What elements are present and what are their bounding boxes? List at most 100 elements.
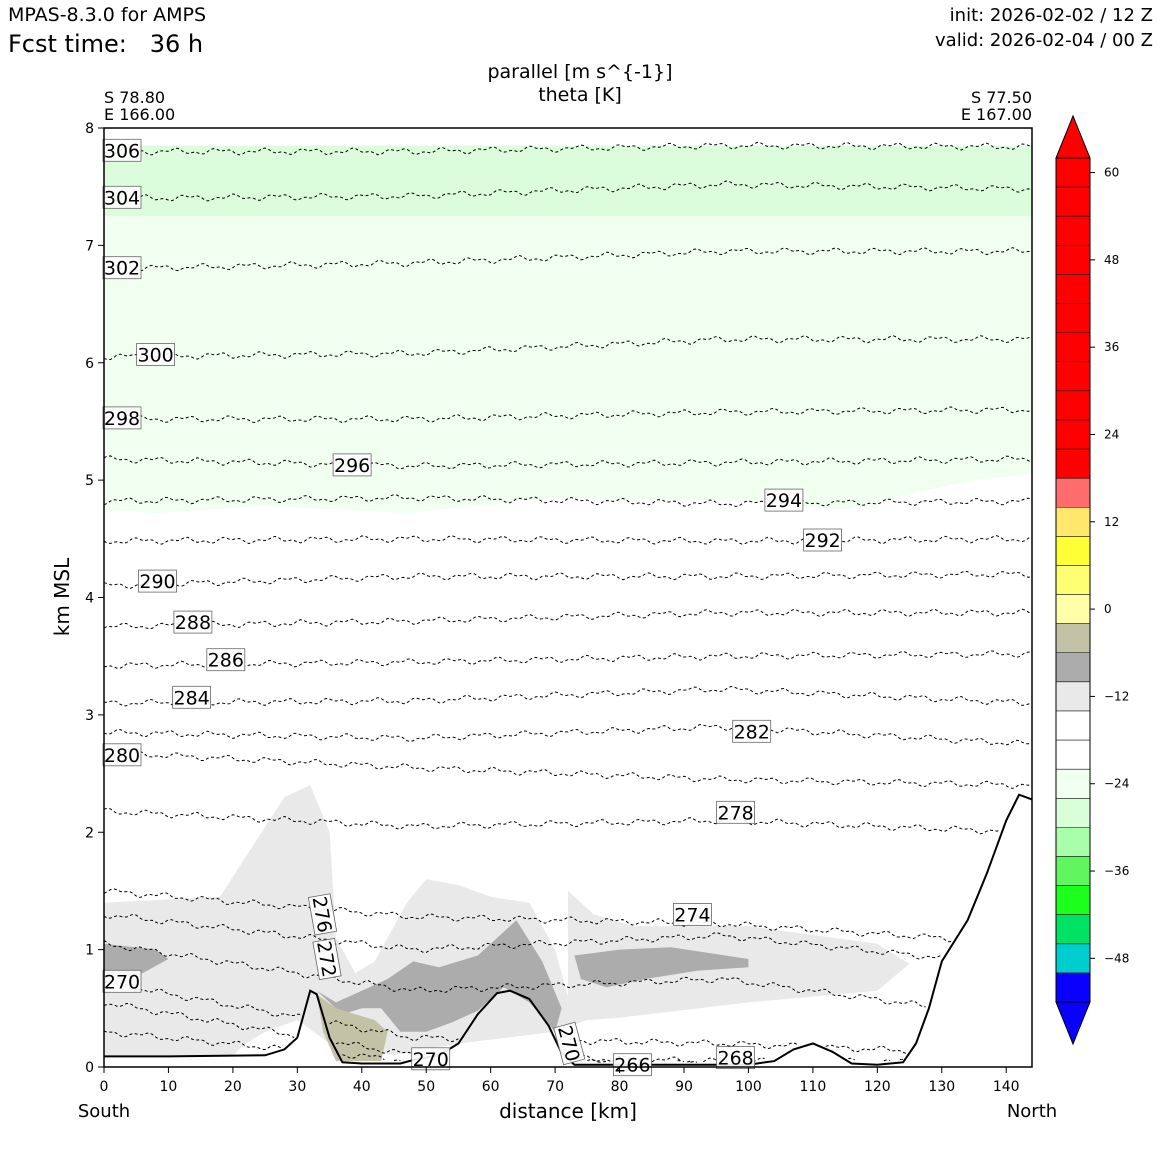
colorbar-tick-label--12: −12 (1104, 689, 1129, 703)
shaded-region-4-0 (316, 994, 388, 1062)
colorbar-bin--50 (1056, 943, 1090, 973)
contour-label-box (138, 569, 177, 593)
colorbar-bin--22 (1056, 740, 1090, 770)
colorbar-bin--54 (1056, 972, 1090, 1002)
y-tick-label-2: 2 (85, 825, 94, 841)
shaded-region-3-1 (316, 920, 562, 1032)
contour-label-text: 290 (139, 571, 175, 593)
forecast-time-value: 36 h (149, 30, 204, 58)
forecast-time: Fcst time: 36 h (8, 30, 203, 58)
terrain-line (104, 793, 1033, 1066)
theta-contour-284 (103, 685, 1032, 707)
colorbar-tick-label--36: −36 (1104, 864, 1129, 878)
left-end-longitude: E 166.00 (104, 105, 175, 124)
theta-contour-294 (103, 493, 1033, 507)
valid-time: valid: 2026-02-04 / 00 Z (935, 30, 1153, 51)
contour-label-text: 286 (208, 650, 244, 672)
colorbar-bin--18 (1056, 710, 1090, 741)
colorbar-tick-label--24: −24 (1104, 777, 1129, 791)
theta-contour-290 (103, 570, 1033, 590)
theta-contours (103, 141, 1033, 1062)
model-title: MPAS-8.3.0 for AMPS (8, 4, 207, 26)
theta-contour-270 (103, 980, 907, 1055)
colorbar-tick-label-48: 48 (1104, 253, 1119, 267)
y-axis-label: km MSL (50, 557, 74, 636)
x-tick-label-140: 140 (993, 1079, 1020, 1095)
contour-label-box (312, 937, 342, 981)
colorbar-tick-label--48: −48 (1104, 951, 1129, 965)
contour-label-box (613, 1053, 652, 1077)
colorbar-tick-label-60: 60 (1104, 166, 1119, 180)
contour-label-box (102, 185, 142, 209)
colorbar-bin--14 (1056, 681, 1090, 711)
colorbar-tick-label-12: 12 (1104, 515, 1119, 529)
y-tick-label-7: 7 (85, 238, 94, 254)
colorbar-tick-label-0: 0 (1104, 602, 1112, 616)
contour-label-text: 294 (766, 490, 802, 512)
colorbar-bin--42 (1056, 885, 1090, 915)
forecast-time-label: Fcst time: (8, 30, 127, 58)
contour-label-box (136, 343, 176, 366)
contour-label-text: 266 (614, 1055, 650, 1077)
colorbar-bin--10 (1056, 652, 1090, 682)
x-tick-label-80: 80 (611, 1079, 629, 1095)
colorbar-tick-label-36: 36 (1104, 340, 1119, 354)
contour-label-274-16: 274 (673, 903, 712, 926)
plot-area: 3063043023002982962942922902882862842822… (102, 127, 1033, 1077)
contour-label-306-0: 306 (102, 138, 142, 162)
right-end-longitude: E 167.00 (961, 105, 1032, 124)
theta-contour-296 (103, 455, 1033, 470)
colorbar-bin-10 (1056, 507, 1090, 537)
contour-label-box (172, 685, 212, 709)
colorbar-frame (1055, 157, 1091, 1003)
contour-label-270-20: 270 (553, 1021, 586, 1066)
contour-label-text: 306 (104, 140, 140, 162)
contour-label-280-13: 280 (102, 743, 142, 767)
contour-label-298-4: 298 (102, 406, 142, 430)
colorbar-bin-2 (1056, 565, 1090, 595)
x-tick-label-110: 110 (800, 1079, 827, 1095)
contour-label-296-5: 296 (332, 453, 372, 477)
contour-label-box (102, 969, 142, 993)
colorbar-bin--26 (1056, 769, 1090, 799)
contour-label-284-11: 284 (172, 685, 212, 709)
contour-label-box (102, 256, 142, 280)
colorbar-bin--38 (1056, 856, 1090, 886)
contour-label-300-3: 300 (136, 343, 176, 367)
contour-label-302-2: 302 (102, 256, 142, 280)
theta-contour-280 (103, 750, 1033, 789)
x-tick-label-120: 120 (864, 1079, 891, 1095)
contour-label-text: 304 (104, 187, 140, 209)
colorbar-bin--34 (1056, 827, 1090, 857)
contour-label-box (716, 800, 755, 824)
contour-label-box (102, 406, 142, 430)
colorbar-bin-18 (1056, 449, 1090, 479)
colorbar-bin-6 (1056, 536, 1090, 566)
theta-contour-300 (103, 335, 1033, 361)
contour-label-text: 298 (104, 408, 140, 430)
north-label: North (1007, 1101, 1057, 1122)
chart-title-line-2: theta [K] (538, 84, 622, 106)
theta-contour-274 (103, 913, 943, 960)
y-tick-label-5: 5 (85, 473, 94, 489)
contour-label-box (206, 648, 246, 672)
contour-label-text: 292 (804, 530, 840, 552)
theta-contour-292 (103, 535, 1033, 545)
contour-label-text: 288 (175, 612, 211, 634)
contour-label-text: 268 (717, 1048, 753, 1070)
x-tick-label-60: 60 (482, 1079, 500, 1095)
contour-label-text: 278 (717, 802, 753, 824)
y-tick-label-0: 0 (85, 1060, 94, 1076)
contour-label-text: 270 (104, 971, 140, 993)
contour-label-box (716, 1046, 755, 1069)
colorbar-bin--46 (1056, 914, 1090, 944)
y-axis: 0 1 2 3 4 5 6 7 8 (85, 121, 104, 1076)
colorbar-extend-min (1055, 1001, 1091, 1046)
contour-label-box (673, 903, 712, 926)
contour-label-box (732, 719, 772, 743)
colorbar-tick-label-24: 24 (1104, 427, 1119, 441)
contour-label-box (553, 1021, 586, 1066)
contour-label-292-7: 292 (803, 528, 842, 552)
contour-label-290-8: 290 (138, 569, 177, 593)
